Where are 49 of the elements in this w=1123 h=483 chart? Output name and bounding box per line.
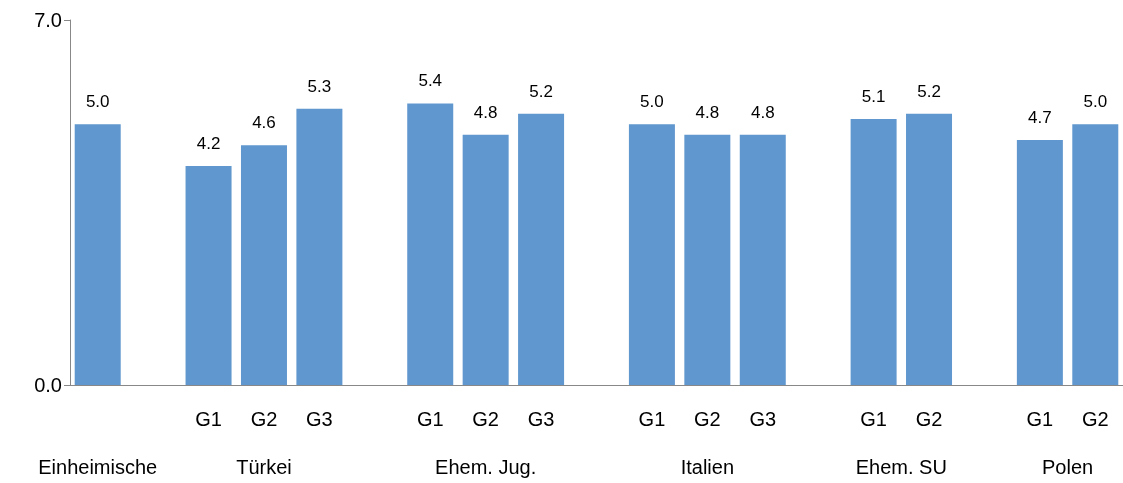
data-label: 4.8 [473,102,498,122]
x-tick-label: G3 [749,408,777,430]
text: Ehem. SU [855,456,947,478]
bar [739,134,786,385]
bar [684,134,731,385]
data-label: 5.3 [307,76,332,96]
bar [296,108,343,385]
bar [1072,124,1119,385]
bar [628,124,675,385]
bar [1016,139,1063,385]
bar [906,113,953,385]
text: Ehem. Jug. [435,456,537,478]
data-label: 5.0 [85,92,110,112]
data-label: 4.6 [252,113,276,133]
data-label: 5.2 [529,81,553,101]
data-label: 4.7 [1028,107,1052,127]
x-tick-label: G3 [306,408,333,430]
text: Italien [680,456,735,478]
data-label: 5.4 [418,71,443,91]
text: Türkei [236,456,292,478]
y-tick-label: 7.0 [34,9,62,31]
x-tick-label: G2 [250,408,278,430]
bar [518,113,565,385]
x-tick-label: G2 [915,408,943,430]
data-label: 4.8 [695,102,720,122]
data-label: 5.0 [1083,92,1108,112]
data-label: 5.2 [917,81,941,101]
text: Polen [1042,456,1094,478]
x-tick-label: G2 [694,408,721,430]
x-tick-label: G1 [638,408,666,430]
x-tick-label: G1 [416,408,444,430]
bar [462,134,509,385]
bar [185,166,232,385]
x-tick-label: G1 [195,408,222,430]
data-label: 5.1 [861,87,886,107]
bar [74,124,121,385]
x-tick-label: G2 [1081,408,1109,430]
text: Einheimische [38,456,158,478]
bar [407,103,454,385]
x-tick-label: G3 [527,408,555,430]
data-label: 4.2 [196,134,221,153]
x-tick-label: G1 [1026,408,1054,430]
y-tick-label: 0.0 [34,374,62,396]
bar [850,119,897,385]
x-tick-label: G2 [472,408,499,430]
data-label: 5.0 [640,92,664,112]
data-label: 4.8 [750,102,775,122]
bar [240,145,287,385]
x-tick-label: G1 [860,408,887,430]
